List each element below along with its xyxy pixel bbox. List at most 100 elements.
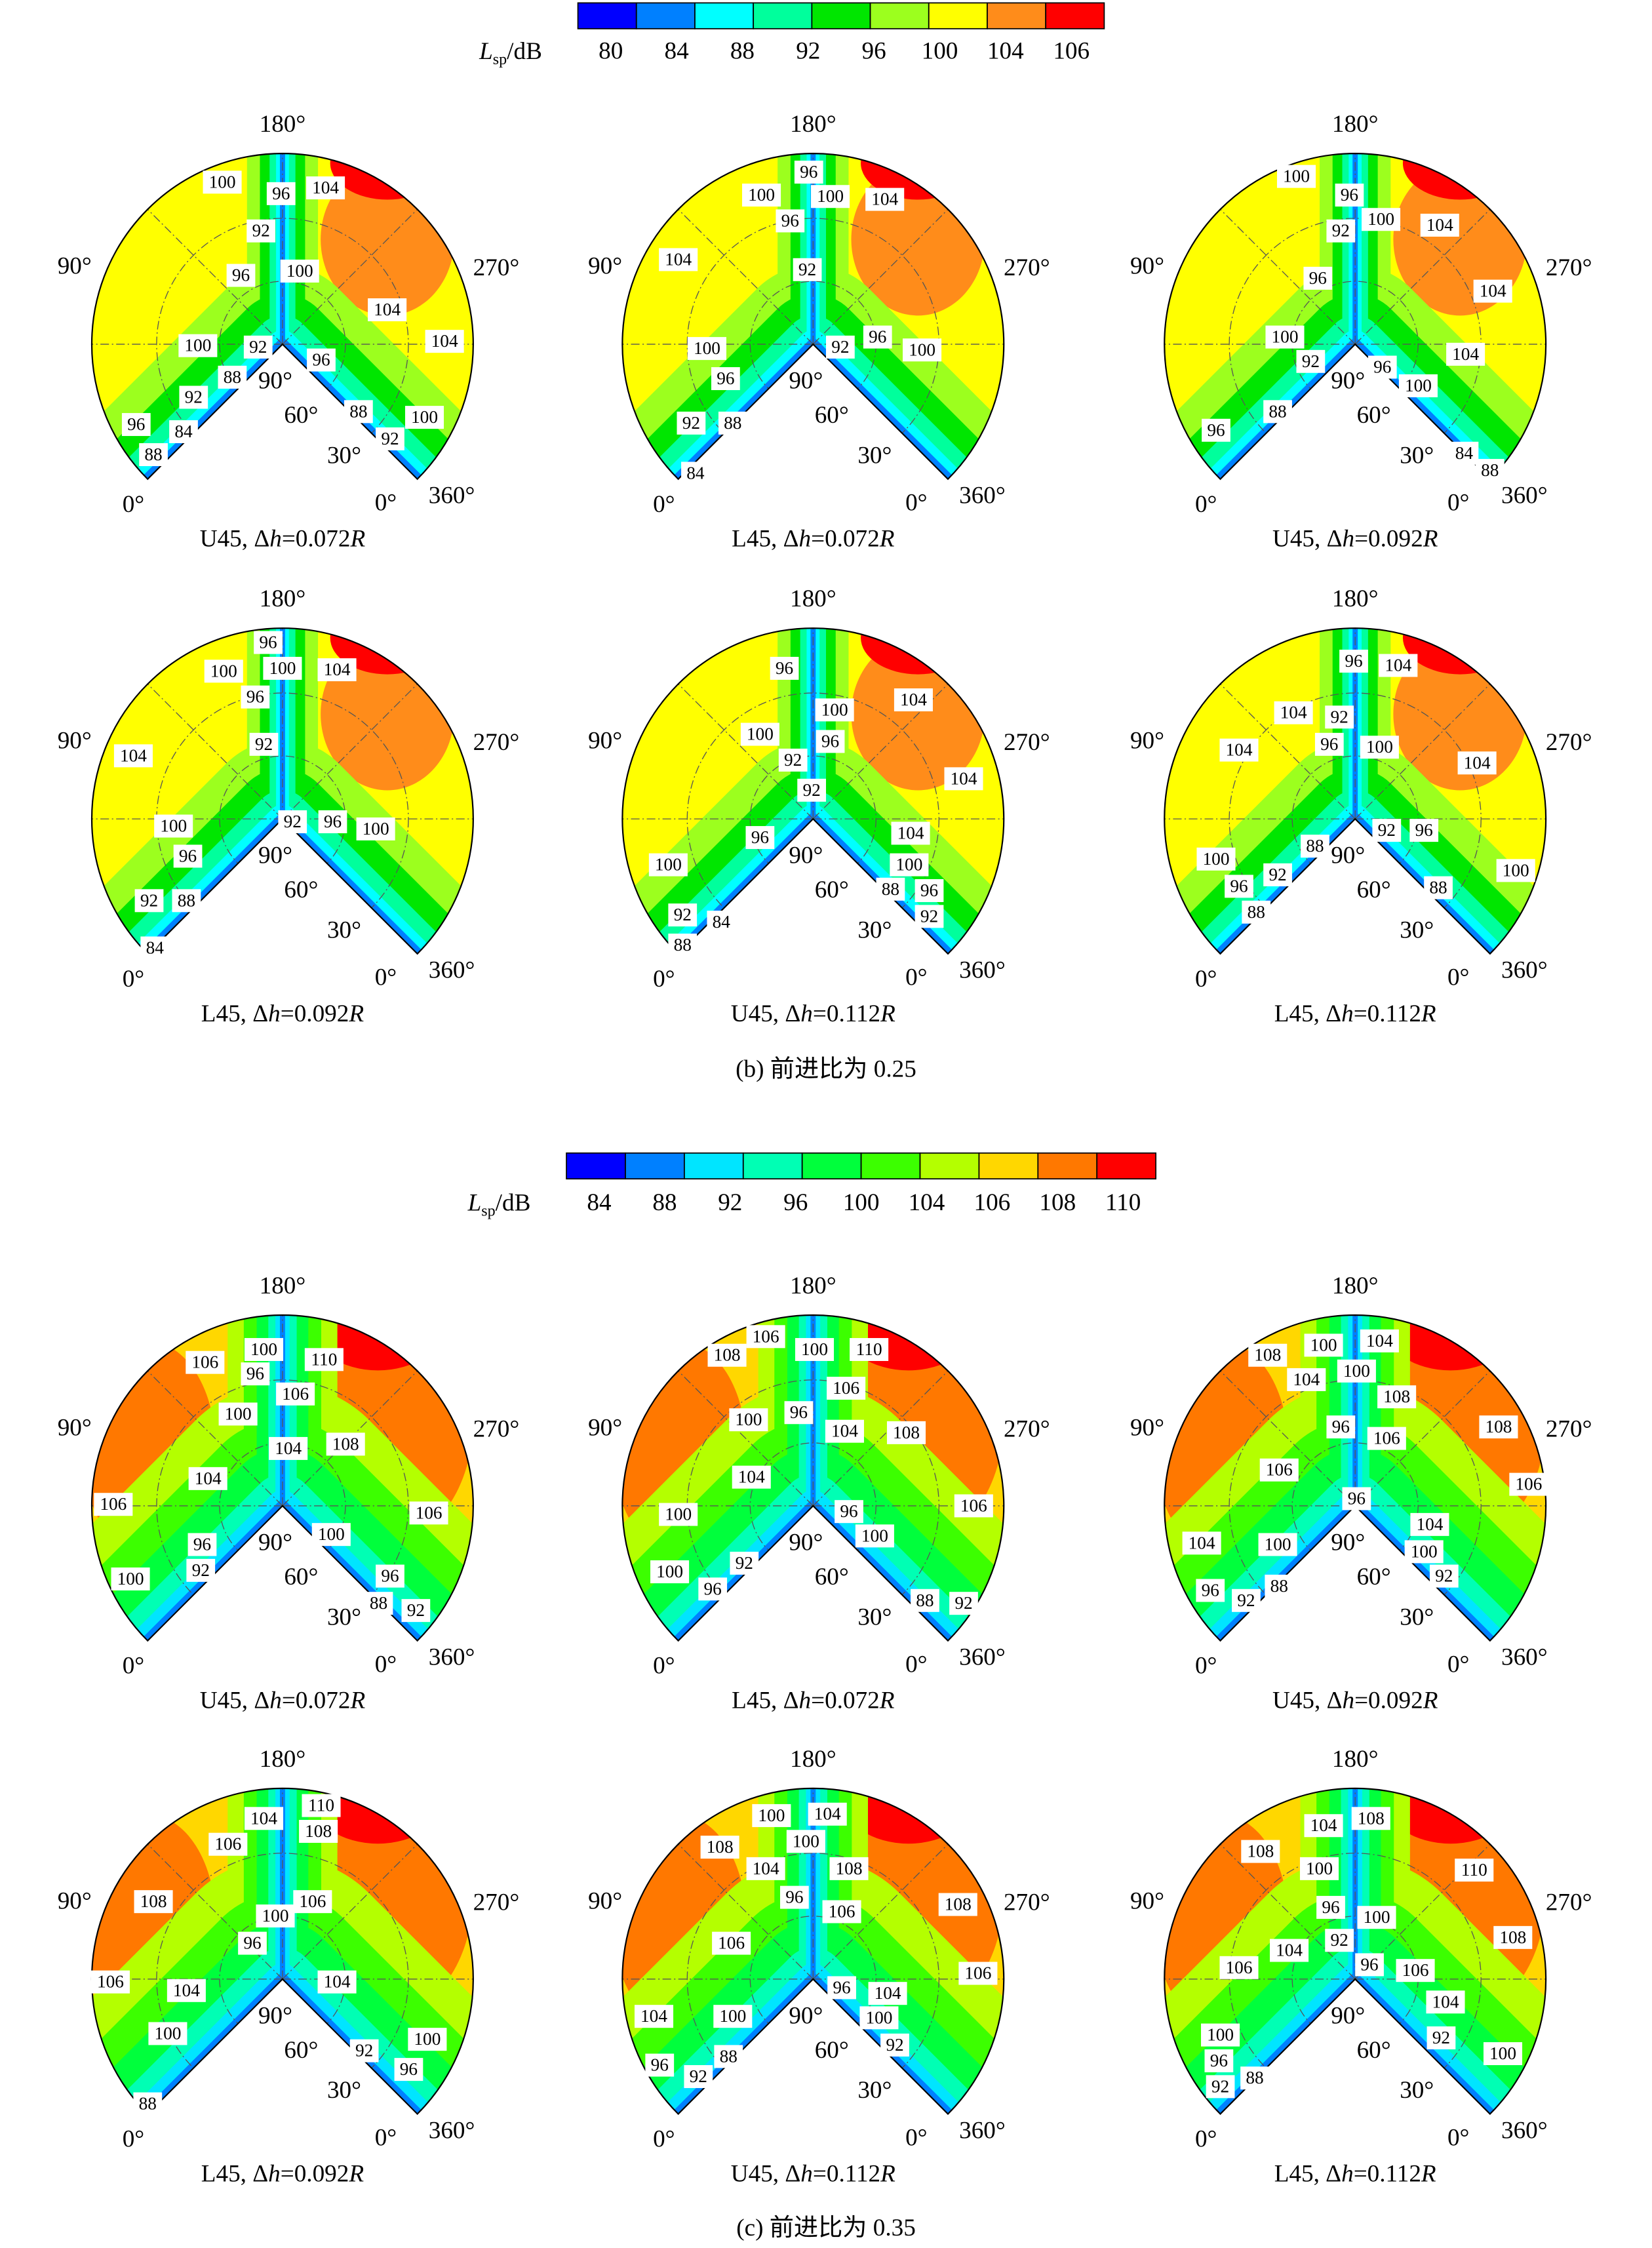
angle-label: 30° — [327, 442, 361, 469]
contour-label-box — [173, 844, 203, 868]
contour-label: 104 — [1310, 1815, 1337, 1835]
contour-label-box — [1325, 705, 1354, 729]
contour-label: 104 — [871, 189, 898, 209]
contour-label: 100 — [1489, 2043, 1516, 2063]
contour-label-box — [1326, 219, 1356, 243]
contour-label-box — [1196, 1579, 1225, 1602]
contour-label: 96 — [1322, 1897, 1339, 1917]
colorbar-swatch — [635, 2, 696, 30]
contour-label: 106 — [718, 1933, 745, 1953]
colorbar-swatch — [742, 1152, 803, 1180]
contour-label-box — [326, 1432, 365, 1456]
angle-label: 360° — [1501, 957, 1548, 984]
contour-label: 108 — [305, 1821, 332, 1841]
contour-label-box — [894, 688, 933, 712]
contour-label-box — [1263, 400, 1292, 424]
contour-label: 104 — [738, 1467, 765, 1487]
contour-label: 96 — [1345, 651, 1362, 671]
panel-caption: L45, Δh=0.112R — [1274, 1000, 1436, 1027]
contour-label: 108 — [1383, 1387, 1410, 1406]
contour-label: 88 — [1248, 902, 1265, 922]
contour-label-box — [794, 161, 823, 184]
contour-label: 96 — [272, 184, 290, 203]
angle-label: 60° — [1357, 877, 1391, 903]
panel-caption-part: L45, Δ — [1274, 2160, 1341, 2187]
contour-label-box — [307, 348, 336, 372]
angle-label: 180° — [260, 111, 306, 138]
contour-label-box — [1241, 1840, 1280, 1863]
colorbar-tick-label: 80 — [599, 38, 623, 65]
contour-label-box — [1182, 1531, 1221, 1555]
contour-label: 96 — [312, 350, 330, 370]
colorbar-tick-label: 100 — [922, 38, 958, 65]
panel-caption-part: L45, Δ — [201, 2160, 268, 2187]
contour-label-box — [218, 1402, 258, 1426]
angle-label: 180° — [1332, 111, 1379, 138]
contour-label: 96 — [246, 1364, 264, 1383]
angle-label: 180° — [1332, 1272, 1379, 1299]
contour-label: 96 — [179, 846, 197, 865]
contour-label-box — [808, 1802, 847, 1826]
contour-label-box — [1304, 1814, 1343, 1838]
contour-label-box — [186, 1351, 225, 1374]
panel-caption-part: U45, Δ — [1272, 1687, 1343, 1714]
contour-label-box — [317, 1970, 357, 1994]
contour-label-box — [911, 1588, 939, 1612]
contour-label-box — [1409, 819, 1439, 842]
panel-caption-part: =0.112 — [1354, 2160, 1421, 2187]
contour-label: 96 — [400, 2059, 418, 2079]
contour-label: 100 — [363, 819, 389, 838]
contour-label-box — [241, 685, 270, 709]
contour-label: 96 — [1320, 734, 1338, 754]
angle-label: 180° — [790, 111, 836, 138]
contour-label: 84 — [713, 912, 731, 932]
contour-label-box — [376, 1564, 404, 1588]
contour-label: 92 — [255, 734, 273, 754]
contour-label-box — [276, 1382, 315, 1406]
contour-label-box — [304, 1348, 344, 1371]
contour-label-box — [880, 2033, 909, 2057]
panel-caption-part: =0.112 — [1354, 1000, 1421, 1027]
panel-caption: L45, Δh=0.072R — [732, 525, 895, 552]
contour-label: 96 — [800, 162, 817, 182]
angle-label: 60° — [284, 877, 318, 903]
contour-label: 106 — [829, 1901, 856, 1921]
contour-label: 100 — [719, 2006, 746, 2026]
panel-caption-part: =0.072 — [282, 525, 351, 552]
polar-grid — [1354, 683, 1491, 819]
angle-label: 60° — [1357, 2037, 1391, 2064]
contour-label-box — [1360, 736, 1399, 759]
contour-label: 88 — [349, 401, 367, 421]
contour-label: 92 — [249, 337, 267, 357]
contour-label-box — [795, 1337, 835, 1361]
angle-label: 60° — [815, 402, 849, 429]
contour-label-box — [746, 1857, 785, 1880]
panel-caption-part: L45, Δ — [201, 1000, 268, 1027]
panel-caption-part: =0.072 — [811, 525, 880, 552]
contour-label: 104 — [640, 2006, 667, 2026]
contour-label: 108 — [1499, 1927, 1526, 1947]
contour-label: 104 — [324, 1972, 351, 1992]
contour-label: 96 — [1332, 1417, 1350, 1436]
contour-label: 96 — [869, 327, 886, 347]
contour-label: 108 — [1358, 1808, 1385, 1828]
contour-label: 100 — [184, 336, 211, 355]
contour-label-box — [855, 1524, 894, 1548]
contour-label: 106 — [191, 1352, 218, 1372]
panel-caption-part: =0.092 — [281, 2160, 349, 2187]
contour-label-box — [1225, 875, 1253, 898]
contour-label-box — [780, 1885, 809, 1909]
contour-label-box — [349, 2039, 379, 2062]
contour-label: 100 — [748, 185, 775, 205]
contour-label-box — [1342, 1487, 1371, 1510]
contour-label: 100 — [1405, 376, 1432, 395]
contour-label-box — [938, 1893, 977, 1916]
contour-label: 96 — [776, 658, 793, 678]
angle-label: 30° — [1400, 2077, 1434, 2104]
contour-label: 96 — [127, 414, 145, 434]
panel-caption: U45, Δh=0.092R — [1272, 525, 1438, 552]
contour-label: 88 — [674, 935, 692, 955]
contour-label: 106 — [1373, 1429, 1400, 1448]
contour-label-box — [1335, 184, 1364, 207]
contour-label-box — [269, 1436, 308, 1460]
